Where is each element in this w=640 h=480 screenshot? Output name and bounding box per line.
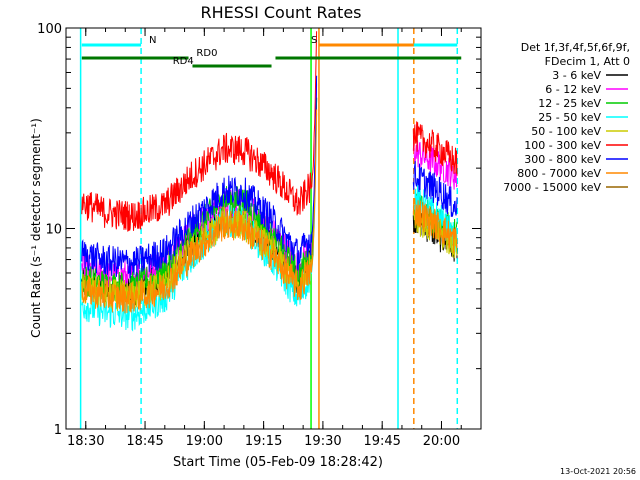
y-axis-label: Count Rate (s⁻¹ detector segment⁻¹) [29,118,43,338]
legend-label: 7000 - 15000 keV [503,181,601,194]
y-tick-label: 100 [37,22,62,37]
series-line [81,31,318,232]
legend-label: 100 - 300 keV [524,139,601,152]
status-bar-label: RD0 [196,48,217,59]
x-tick-label: 19:00 [186,434,223,449]
x-tick-label: 19:15 [245,434,282,449]
legend-header-line-2: FDecim 1, Att 0 [545,55,630,68]
series-layer [81,31,458,332]
y-tick-label: 10 [45,223,62,238]
x-tick-label: 19:45 [363,434,400,449]
legend-header-line-1: Det 1f,3f,4f,5f,6f,9f, [521,41,630,54]
status-bar-label: N [149,35,156,46]
x-tick-label: 18:45 [126,434,163,449]
legend-label: 300 - 800 keV [524,153,601,166]
status-bar-label: RD4 [173,56,194,67]
legend-label: 25 - 50 keV [538,111,601,124]
x-axis-label: Start Time (05-Feb-09 18:28:42) [173,455,383,470]
y-tick-label: 1 [54,423,62,438]
footer-timestamp: 13-Oct-2021 20:56 [560,467,636,476]
legend: Det 1f,3f,4f,5f,6f,9f, FDecim 1, Att 0 3… [503,41,630,194]
x-axis: 18:30 18:45 19:00 19:15 19:30 19:45 20:00 [65,28,482,449]
legend-label: 50 - 100 keV [531,125,601,138]
series-line [81,109,318,314]
x-tick-label: 18:30 [67,434,104,449]
legend-label: 800 - 7000 keV [517,167,601,180]
y-axis: 1 10 100 [37,22,481,438]
series-line [412,161,458,217]
x-tick-label: 19:30 [304,434,341,449]
legend-label: 12 - 25 keV [538,97,601,110]
chart-title: RHESSI Count Rates [201,3,362,22]
legend-label: 6 - 12 keV [545,83,601,96]
series-line [412,140,458,190]
series-line [412,198,458,254]
x-tick-label: 20:00 [423,434,460,449]
series-line [81,75,318,279]
legend-label: 3 - 6 keV [552,69,601,82]
status-bar-label: S [311,35,317,46]
series-line [412,121,458,176]
